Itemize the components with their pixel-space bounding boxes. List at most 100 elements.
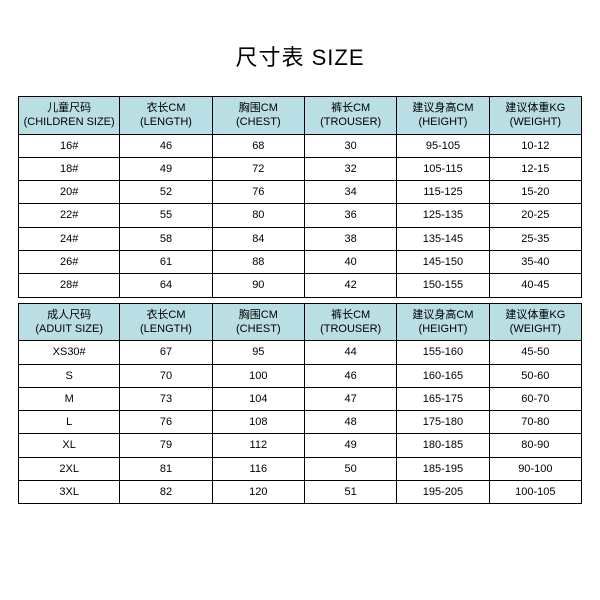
table-cell: 10-12 [489, 134, 581, 157]
table-cell: 81 [120, 457, 212, 480]
table-cell: 64 [120, 274, 212, 297]
table-row: 26#618840145-15035-40 [19, 251, 582, 274]
table-cell: L [19, 411, 120, 434]
table-cell: 25-35 [489, 227, 581, 250]
table-row: 3XL8212051195-205100-105 [19, 481, 582, 504]
table-cell: 90 [212, 274, 304, 297]
table-cell: 112 [212, 434, 304, 457]
table-cell: 58 [120, 227, 212, 250]
table-cell: 50-60 [489, 364, 581, 387]
table-cell: 82 [120, 481, 212, 504]
table-cell: 150-155 [397, 274, 489, 297]
table-cell: 61 [120, 251, 212, 274]
table-cell: 76 [212, 181, 304, 204]
table-cell: 46 [120, 134, 212, 157]
table-cell: 26# [19, 251, 120, 274]
table-cell: 20# [19, 181, 120, 204]
col-header: 裤长CM(TROUSER) [304, 97, 396, 135]
table-cell: 105-115 [397, 157, 489, 180]
table-cell: 12-15 [489, 157, 581, 180]
table-cell: 175-180 [397, 411, 489, 434]
table-cell: 22# [19, 204, 120, 227]
table-cell: 20-25 [489, 204, 581, 227]
table-cell: 55 [120, 204, 212, 227]
table-row: 20#527634115-12515-20 [19, 181, 582, 204]
table-cell: 70 [120, 364, 212, 387]
table-cell: 80-90 [489, 434, 581, 457]
table-cell: S [19, 364, 120, 387]
table-cell: 104 [212, 387, 304, 410]
table-cell: 72 [212, 157, 304, 180]
table-row: 16#46683095-10510-12 [19, 134, 582, 157]
table-cell: 125-135 [397, 204, 489, 227]
table-cell: 38 [304, 227, 396, 250]
table-cell: 70-80 [489, 411, 581, 434]
table-cell: 135-145 [397, 227, 489, 250]
table-cell: 67 [120, 341, 212, 364]
table-cell: 165-175 [397, 387, 489, 410]
table-cell: 46 [304, 364, 396, 387]
table-cell: 15-20 [489, 181, 581, 204]
children-size-table: 儿童尺码(CHILDREN SIZE) 衣长CM(LENGTH) 胸围CM(CH… [18, 96, 582, 298]
table-cell: 49 [120, 157, 212, 180]
table-cell: 30 [304, 134, 396, 157]
table-cell: 84 [212, 227, 304, 250]
table-cell: 180-185 [397, 434, 489, 457]
table-cell: 48 [304, 411, 396, 434]
table-cell: 40 [304, 251, 396, 274]
table-cell: 185-195 [397, 457, 489, 480]
table-cell: 95 [212, 341, 304, 364]
table-cell: 2XL [19, 457, 120, 480]
table-cell: 45-50 [489, 341, 581, 364]
col-header: 胸围CM(CHEST) [212, 97, 304, 135]
table-cell: 36 [304, 204, 396, 227]
table-row: 28#649042150-15540-45 [19, 274, 582, 297]
table-cell: 79 [120, 434, 212, 457]
table-cell: XS30# [19, 341, 120, 364]
col-header: 儿童尺码(CHILDREN SIZE) [19, 97, 120, 135]
table-cell: 60-70 [489, 387, 581, 410]
table-cell: 80 [212, 204, 304, 227]
table-cell: 88 [212, 251, 304, 274]
col-header: 成人尺码(ADUIT SIZE) [19, 303, 120, 341]
size-table-title: 尺寸表 SIZE [18, 40, 582, 72]
table-cell: 95-105 [397, 134, 489, 157]
table-cell: 76 [120, 411, 212, 434]
col-header: 胸围CM(CHEST) [212, 303, 304, 341]
table-cell: 50 [304, 457, 396, 480]
table-cell: 28# [19, 274, 120, 297]
table-cell: 3XL [19, 481, 120, 504]
table-cell: 18# [19, 157, 120, 180]
table-cell: 100 [212, 364, 304, 387]
table-cell: 120 [212, 481, 304, 504]
table-cell: 49 [304, 434, 396, 457]
table-cell: 34 [304, 181, 396, 204]
table-cell: 51 [304, 481, 396, 504]
col-header: 建议身高CM(HEIGHT) [397, 97, 489, 135]
table-cell: M [19, 387, 120, 410]
col-header: 衣长CM(LENGTH) [120, 303, 212, 341]
table-cell: 100-105 [489, 481, 581, 504]
table-cell: 68 [212, 134, 304, 157]
table-cell: 24# [19, 227, 120, 250]
table-row: XL7911249180-18580-90 [19, 434, 582, 457]
table-row: XS30#679544155-16045-50 [19, 341, 582, 364]
table-row: 22#558036125-13520-25 [19, 204, 582, 227]
table-cell: XL [19, 434, 120, 457]
table-row: 2XL8111650185-19590-100 [19, 457, 582, 480]
table-cell: 40-45 [489, 274, 581, 297]
table-cell: 145-150 [397, 251, 489, 274]
children-header-row: 儿童尺码(CHILDREN SIZE) 衣长CM(LENGTH) 胸围CM(CH… [19, 97, 582, 135]
table-row: M7310447165-17560-70 [19, 387, 582, 410]
table-row: 24#588438135-14525-35 [19, 227, 582, 250]
table-cell: 52 [120, 181, 212, 204]
table-row: S7010046160-16550-60 [19, 364, 582, 387]
col-header: 建议身高CM(HEIGHT) [397, 303, 489, 341]
table-cell: 32 [304, 157, 396, 180]
table-cell: 42 [304, 274, 396, 297]
table-cell: 108 [212, 411, 304, 434]
adult-size-table: 成人尺码(ADUIT SIZE) 衣长CM(LENGTH) 胸围CM(CHEST… [18, 303, 582, 505]
adult-header-row: 成人尺码(ADUIT SIZE) 衣长CM(LENGTH) 胸围CM(CHEST… [19, 303, 582, 341]
col-header: 裤长CM(TROUSER) [304, 303, 396, 341]
table-cell: 44 [304, 341, 396, 364]
